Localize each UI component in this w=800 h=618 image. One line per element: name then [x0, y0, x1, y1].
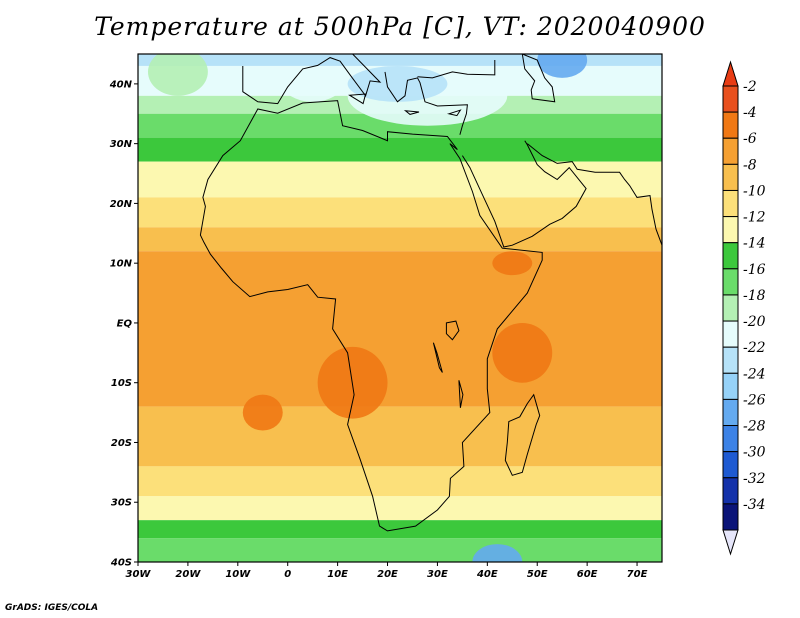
- colorbar-label: -16: [743, 262, 766, 278]
- lon-tick-label: 40E: [476, 569, 498, 580]
- colorbar-label: -24: [743, 366, 766, 382]
- colorbar-swatch: [722, 320, 739, 348]
- colorbar-label: -6: [743, 131, 757, 147]
- lat-tick-label: 10N: [110, 259, 133, 270]
- colorbar-swatch: [722, 216, 739, 244]
- map-frame: [137, 53, 663, 563]
- colorbar-label: -12: [743, 210, 766, 226]
- colorbar-swatch: [722, 398, 739, 427]
- colorbar-label: -8: [743, 157, 757, 173]
- colorbar-label: -2: [743, 79, 757, 95]
- colorbar-label: -30: [743, 445, 766, 461]
- lat-tick-label: 20N: [110, 199, 133, 210]
- temperature-field: [138, 54, 662, 562]
- lon-tick-label: 10W: [225, 569, 251, 580]
- grads-credit: GrADS: IGES/COLA: [5, 603, 99, 613]
- colorbar-label: -26: [743, 392, 766, 408]
- colorbar-bottom-arrow: [722, 529, 739, 556]
- latitude-axis: 40N 30N 20N 10N EQ 10S 20S 30S 40S: [109, 79, 138, 569]
- colorbar-swatch: [722, 503, 739, 531]
- colorbar-swatch: [722, 268, 739, 296]
- colorbar-swatch: [722, 163, 739, 191]
- colorbar: -2 -4 -6 -8 -10 -12 -14 -16 -18 -20 -22 -24 -26 -28 -3…: [722, 60, 766, 556]
- chart-title: Temperature at 500hPa [C], VT: 202004090…: [94, 12, 706, 41]
- coastlines-borders: [199, 54, 662, 532]
- colorbar-label: -4: [743, 105, 757, 121]
- lat-tick-label: 30S: [111, 498, 132, 509]
- lat-tick-label: EQ: [117, 318, 133, 329]
- colorbar-label: -10: [743, 183, 766, 199]
- colorbar-label: -20: [743, 314, 766, 330]
- colorbar-label: -34: [743, 497, 766, 513]
- colorbar-label: -32: [743, 471, 766, 487]
- lon-tick-label: 50E: [527, 569, 548, 580]
- lat-tick-label: 40S: [110, 558, 132, 569]
- colorbar-swatch: [722, 294, 739, 322]
- colorbar-swatch: [722, 242, 739, 270]
- colorbar-swatch: [722, 372, 739, 400]
- colorbar-swatch: [722, 346, 739, 374]
- colorbar-label: -22: [743, 340, 766, 356]
- lon-tick-label: 20W: [175, 569, 201, 580]
- colorbar-swatch: [722, 451, 739, 479]
- lon-tick-label: 0: [284, 569, 291, 580]
- lon-tick-label: 20E: [377, 569, 398, 580]
- colorbar-label: -28: [743, 419, 766, 435]
- colorbar-swatch: [722, 477, 739, 505]
- lon-tick-label: 10E: [327, 569, 348, 580]
- colorbar-swatch: [722, 85, 739, 113]
- lat-tick-label: 10S: [111, 378, 132, 389]
- colorbar-swatch: [722, 189, 739, 218]
- colorbar-top-arrow: [722, 60, 739, 87]
- longitude-axis: 30W 20W 10W 0 10E 20E 30E 40E 50E 60E 70E: [126, 562, 648, 580]
- lat-tick-label: 40N: [109, 79, 133, 90]
- colorbar-label: -14: [743, 236, 766, 252]
- colorbar-swatch: [722, 137, 739, 165]
- lon-tick-label: 30W: [126, 569, 152, 580]
- lat-tick-label: 30N: [110, 139, 133, 150]
- lon-tick-label: 70E: [627, 569, 648, 580]
- colorbar-swatch: [722, 425, 739, 453]
- lon-tick-label: 60E: [577, 569, 598, 580]
- lat-tick-label: 20S: [111, 438, 132, 449]
- colorbar-label: -18: [743, 288, 766, 304]
- colorbar-swatch: [722, 111, 739, 139]
- lon-tick-label: 30E: [427, 569, 448, 580]
